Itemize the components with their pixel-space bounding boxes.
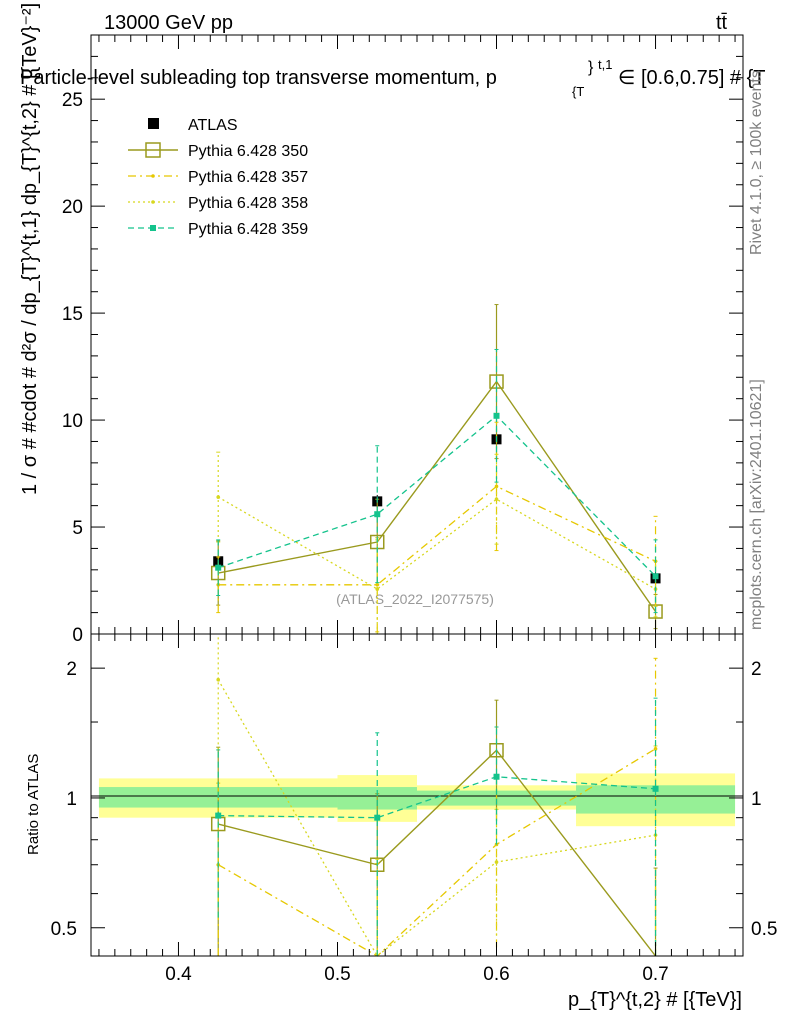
point-p358 bbox=[375, 587, 379, 591]
title-sup: } bbox=[588, 59, 594, 76]
rivet-label: Rivet 4.1.0, ≥ 100k events bbox=[748, 70, 765, 255]
ratio-y-tick-label: 0.5 bbox=[51, 919, 77, 940]
y-axis-label-main: 1 / σ # #cdot # d²σ / dp_{T}^{t,1} dp_{T… bbox=[19, 3, 41, 495]
ratio-point-p358 bbox=[495, 860, 499, 864]
legend-marker-p357 bbox=[151, 174, 155, 178]
ratio-point-p359 bbox=[374, 815, 380, 821]
series-p350 bbox=[212, 305, 662, 629]
legend-item-p357: Pythia 6.428 357 bbox=[128, 169, 308, 186]
ratio-panel: 0.5 0.5 1 1 2 2 0.4 0.5 0.6 0.7 bbox=[51, 634, 778, 985]
point-p358 bbox=[216, 495, 220, 499]
plot-title: Particle-level subleading top transverse… bbox=[20, 57, 766, 99]
point-p359 bbox=[374, 511, 380, 517]
y-tick-label: 25 bbox=[62, 90, 83, 111]
chart: 13000 GeV pp tt̄ Particle-level subleadi… bbox=[0, 0, 786, 1024]
series-p359 bbox=[215, 349, 658, 612]
series-data bbox=[213, 433, 660, 585]
point-p359 bbox=[653, 573, 659, 579]
ratio-y-tick-label-right: 1 bbox=[751, 789, 762, 810]
y-tick-label: 15 bbox=[62, 304, 83, 325]
mcplots-label: mcplots.cern.ch [arXiv:2401.10621] bbox=[748, 379, 765, 630]
series-line-p350 bbox=[218, 382, 655, 612]
analysis-watermark: (ATLAS_2022_I2077575) bbox=[336, 591, 494, 607]
ratio-y-tick-label: 2 bbox=[66, 659, 77, 680]
legend-item-data: ATLAS bbox=[148, 117, 238, 134]
legend-marker-p350 bbox=[146, 143, 160, 157]
y-tick-label: 5 bbox=[72, 518, 83, 539]
legend-marker-data bbox=[148, 118, 159, 129]
point-p358 bbox=[495, 497, 499, 501]
legend-marker-p359 bbox=[150, 225, 156, 231]
ratio-y-tick-label-right: 0.5 bbox=[751, 919, 777, 940]
ratio-series-p359 bbox=[215, 698, 658, 956]
ratio-y-tick-label-right: 2 bbox=[751, 659, 762, 680]
main-panel: 0 5 10 15 20 25 bbox=[62, 35, 743, 646]
y-axis-label-ratio: Ratio to ATLAS bbox=[25, 754, 42, 855]
ratio-point-p359 bbox=[653, 786, 659, 792]
x-tick-label: 0.5 bbox=[324, 964, 350, 985]
ratio-point-p359 bbox=[215, 813, 221, 819]
title-sup2: t,1 bbox=[598, 57, 612, 72]
main-series bbox=[212, 305, 662, 634]
legend-label-p359: Pythia 6.428 359 bbox=[188, 221, 308, 238]
x-axis-label: p_{T}^{t,2} # [{TeV}] bbox=[568, 989, 742, 1011]
y-tick-label: 10 bbox=[62, 411, 83, 432]
ratio-point-p358 bbox=[216, 678, 220, 682]
ratio-y-tick-label: 1 bbox=[66, 789, 77, 810]
legend-item-p350: Pythia 6.428 350 bbox=[128, 143, 308, 160]
ratio-point-p359 bbox=[494, 774, 500, 780]
x-tick-label: 0.4 bbox=[165, 964, 192, 985]
legend-marker-p358 bbox=[151, 200, 155, 204]
y-tick-label: 20 bbox=[62, 197, 83, 218]
point-p359 bbox=[215, 565, 221, 571]
legend-item-p359: Pythia 6.428 359 bbox=[128, 221, 308, 238]
x-tick-label: 0.7 bbox=[642, 964, 668, 985]
title-sub: {T bbox=[572, 84, 584, 99]
legend-label-p350: Pythia 6.428 350 bbox=[188, 143, 308, 160]
legend: ATLAS Pythia 6.428 350 Pythia 6.428 357 Pyt… bbox=[128, 117, 308, 238]
legend-label-p357: Pythia 6.428 357 bbox=[188, 169, 308, 186]
ratio-series-p350 bbox=[212, 700, 658, 956]
x-tick-label: 0.6 bbox=[483, 964, 509, 985]
process-label: tt̄ bbox=[716, 12, 728, 34]
y-tick-label: 0 bbox=[72, 625, 83, 646]
legend-label-data: ATLAS bbox=[188, 117, 238, 134]
ratio-bands bbox=[99, 773, 735, 826]
energy-label: 13000 GeV pp bbox=[104, 12, 233, 34]
legend-item-p358: Pythia 6.428 358 bbox=[128, 195, 308, 212]
legend-label-p358: Pythia 6.428 358 bbox=[188, 195, 308, 212]
point-p359 bbox=[494, 413, 500, 419]
